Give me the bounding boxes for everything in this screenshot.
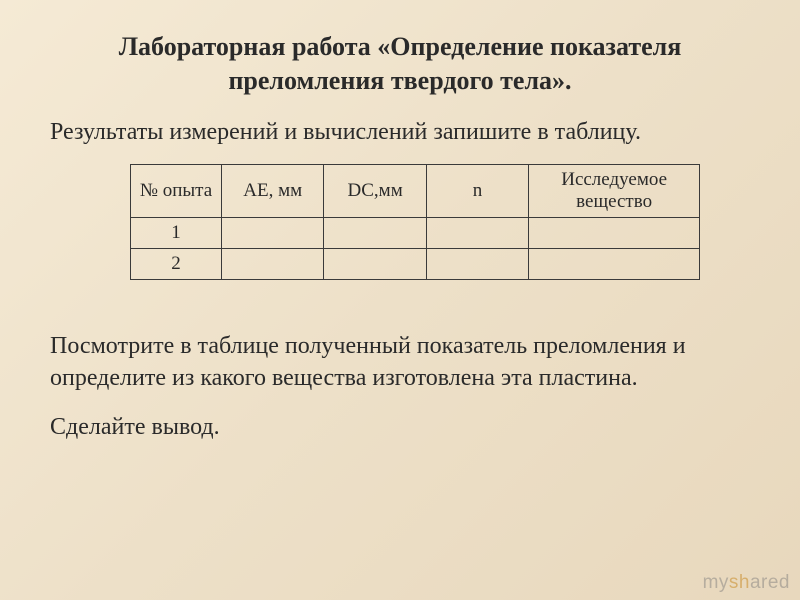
cell <box>324 248 426 279</box>
cell <box>324 217 426 248</box>
watermark: myshared <box>703 572 790 594</box>
watermark-part3: ared <box>750 572 790 593</box>
instruction-1-text: Результаты измерений и вычислений запиши… <box>50 119 641 145</box>
data-table-container: № опыта АЕ, мм DС,мм n Исследуемое вещес… <box>50 164 750 280</box>
col-header-ae: АЕ, мм <box>222 164 324 217</box>
cell: 1 <box>131 217 222 248</box>
table-header-row: № опыта АЕ, мм DС,мм n Исследуемое вещес… <box>131 164 700 217</box>
cell <box>529 248 700 279</box>
table-row: 2 <box>131 248 700 279</box>
cell <box>222 217 324 248</box>
cell: 2 <box>131 248 222 279</box>
slide-content: Лабораторная работа «Определение показат… <box>0 0 800 479</box>
instruction-1: Результаты измерений и вычислений запиши… <box>50 116 750 148</box>
instruction-2-text: Посмотрите в таблице полученный показате… <box>50 333 686 391</box>
cell <box>222 248 324 279</box>
table-row: 1 <box>131 217 700 248</box>
slide-title: Лабораторная работа «Определение показат… <box>50 30 750 98</box>
cell <box>529 217 700 248</box>
cell <box>426 248 528 279</box>
instruction-2: Посмотрите в таблице полученный показате… <box>50 330 750 395</box>
watermark-part2: sh <box>729 572 750 593</box>
conclusion-line: Сделайте вывод. <box>50 411 750 443</box>
col-header-n: n <box>426 164 528 217</box>
data-table: № опыта АЕ, мм DС,мм n Исследуемое вещес… <box>130 164 700 280</box>
col-header-dc: DС,мм <box>324 164 426 217</box>
col-header-experiment: № опыта <box>131 164 222 217</box>
conclusion-text: Сделайте вывод. <box>50 414 220 440</box>
watermark-part1: my <box>703 572 729 593</box>
cell <box>426 217 528 248</box>
col-header-substance: Исследуемое вещество <box>529 164 700 217</box>
